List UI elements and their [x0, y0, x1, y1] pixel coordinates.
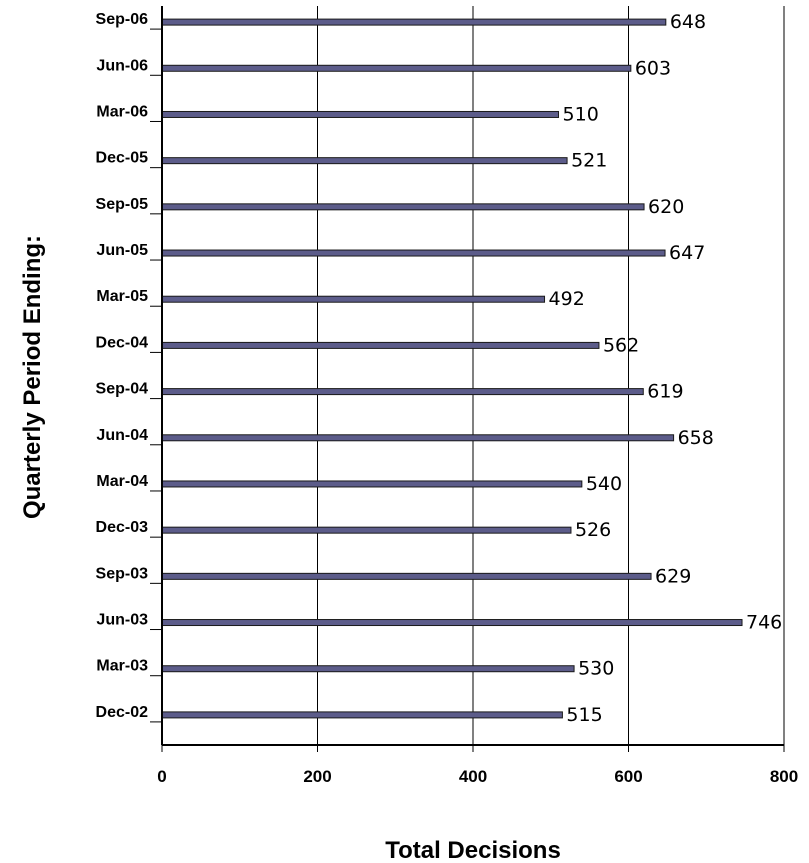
- x-tick-labels: 0 200 400 600 800: [157, 745, 798, 786]
- y-tick-label-Dec-03: Dec-03: [96, 519, 149, 536]
- y-tick-label-Sep-06: Sep-06: [96, 11, 149, 28]
- y-tick-label-Mar-04: Mar-04: [96, 473, 148, 490]
- data-label-Jun-04: 658: [678, 427, 714, 449]
- y-tick-labels: Dec-02 Mar-03 Jun-03 Sep-03 Dec-03 Mar-04 Jun-…: [96, 11, 162, 723]
- data-label-Dec-04: 562: [603, 334, 639, 356]
- data-label-Jun-06: 603: [635, 57, 671, 79]
- y-tick-label-Dec-02: Dec-02: [96, 704, 149, 721]
- bar-Mar-04: [161, 480, 583, 488]
- data-label-Jun-05: 647: [669, 242, 705, 264]
- bar-Jun-04: [161, 434, 675, 442]
- bar-Jun-06: [161, 64, 632, 72]
- data-label-Sep-05: 620: [648, 196, 684, 218]
- bar-Dec-02: [161, 711, 563, 719]
- y-axis-title: Quarterly Period Ending:: [19, 235, 46, 519]
- y-tick-label-Jun-04: Jun-04: [96, 427, 148, 444]
- y-tick-label-Mar-05: Mar-05: [96, 288, 148, 305]
- bar-Mar-06: [161, 110, 560, 118]
- x-tick-label-800: 800: [770, 767, 798, 786]
- bar-Sep-03: [161, 572, 652, 580]
- bar-Sep-04: [161, 388, 644, 396]
- bars: [161, 18, 743, 719]
- y-tick-label-Sep-04: Sep-04: [96, 381, 149, 398]
- data-label-Dec-03: 526: [575, 519, 611, 541]
- bar-Jun-05: [161, 249, 666, 257]
- bar-Mar-03: [161, 665, 575, 673]
- bar-Jun-03: [161, 619, 743, 627]
- data-label-Mar-03: 530: [578, 658, 614, 680]
- data-label-Mar-05: 492: [549, 288, 585, 310]
- x-tick-label-600: 600: [614, 767, 642, 786]
- x-axis-title: Total Decisions: [385, 837, 561, 863]
- data-labels: 515 530 746 629 526 540 658 619 562 492 647 620 521 5…: [549, 11, 783, 726]
- x-tick-label-200: 200: [303, 767, 331, 786]
- bar-Sep-05: [161, 203, 645, 211]
- y-tick-label-Dec-05: Dec-05: [96, 150, 149, 167]
- data-label-Dec-02: 515: [566, 704, 602, 726]
- data-label-Sep-03: 629: [655, 565, 691, 587]
- y-tick-label-Jun-03: Jun-03: [96, 612, 148, 629]
- y-tick-label-Mar-06: Mar-06: [96, 103, 148, 120]
- data-label-Jun-03: 746: [746, 612, 782, 634]
- data-label-Mar-06: 510: [563, 103, 599, 125]
- bar-Dec-04: [161, 341, 600, 349]
- data-label-Dec-05: 521: [571, 150, 607, 172]
- y-tick-label-Mar-03: Mar-03: [96, 658, 148, 675]
- y-tick-label-Sep-05: Sep-05: [96, 196, 149, 213]
- x-tick-label-400: 400: [459, 767, 487, 786]
- data-label-Sep-04: 619: [647, 381, 683, 403]
- y-tick-label-Jun-06: Jun-06: [96, 57, 148, 74]
- y-tick-label-Dec-04: Dec-04: [96, 334, 149, 351]
- data-label-Sep-06: 648: [670, 11, 706, 33]
- bar-Mar-05: [161, 295, 546, 303]
- bar-Sep-06: [161, 18, 667, 26]
- bar-Dec-03: [161, 526, 572, 534]
- y-tick-label-Sep-03: Sep-03: [96, 565, 149, 582]
- bar-Dec-05: [161, 157, 568, 165]
- data-label-Mar-04: 540: [586, 473, 622, 495]
- x-tick-label-0: 0: [157, 767, 166, 786]
- y-tick-label-Jun-05: Jun-05: [96, 242, 148, 259]
